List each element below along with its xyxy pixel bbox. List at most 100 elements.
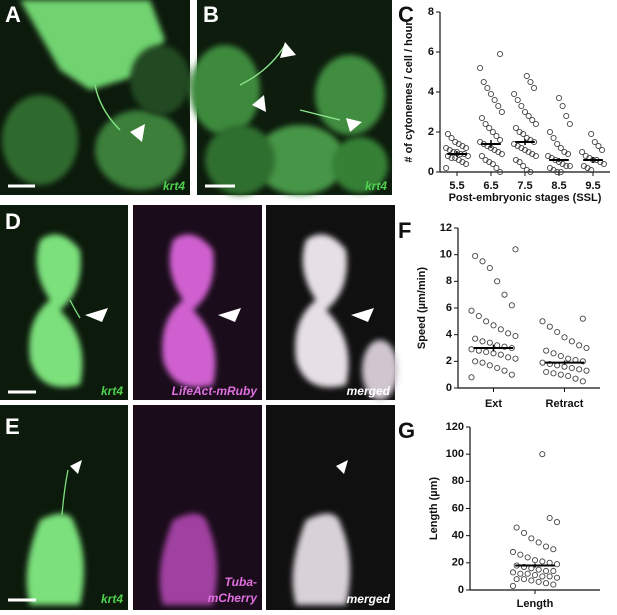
- data-point: [523, 134, 530, 142]
- data-point: [535, 539, 542, 546]
- caption: merged: [347, 592, 391, 606]
- y-axis-label: Speed (µm/min): [416, 267, 428, 349]
- y-tick-label: 4: [446, 329, 453, 341]
- caption: krt4: [101, 592, 123, 606]
- data-point: [539, 359, 546, 366]
- data-point: [443, 144, 450, 152]
- data-point: [495, 102, 502, 110]
- data-point: [512, 355, 519, 362]
- data-point: [565, 355, 572, 362]
- data-point: [472, 335, 479, 342]
- data-point: [550, 370, 557, 377]
- data-point: [483, 348, 490, 356]
- y-tick-label: 0: [428, 166, 434, 178]
- data-point: [480, 78, 487, 86]
- data-point: [489, 128, 496, 136]
- x-tick-label: 5.5: [449, 180, 464, 192]
- x-tick-label: Ext: [485, 398, 502, 410]
- data-point: [588, 130, 595, 138]
- data-point: [550, 546, 557, 553]
- panel-label: E: [5, 414, 20, 439]
- data-point: [520, 576, 528, 583]
- data-point: [511, 90, 518, 98]
- data-point: [501, 343, 508, 350]
- data-point: [486, 339, 493, 346]
- data-point: [483, 318, 490, 325]
- data-point: [443, 164, 450, 172]
- micrograph-e: [0, 405, 395, 610]
- data-point: [513, 524, 520, 531]
- y-tick-label: 2: [428, 126, 434, 138]
- data-point: [520, 529, 528, 537]
- data-point: [516, 128, 523, 136]
- data-point: [557, 144, 564, 152]
- data-point: [501, 367, 508, 374]
- data-point: [563, 112, 570, 120]
- data-point: [493, 132, 500, 140]
- y-tick-label: 0: [458, 584, 464, 596]
- data-point: [477, 138, 484, 146]
- data-point: [517, 570, 524, 577]
- data-point: [561, 334, 568, 341]
- data-point: [572, 375, 579, 382]
- data-point: [546, 573, 553, 580]
- data-point: [487, 90, 495, 98]
- y-tick-label: 4: [428, 86, 435, 98]
- data-point: [452, 138, 459, 146]
- y-axis-label: # of cytonemes / cell / hour: [403, 21, 415, 163]
- data-point: [539, 573, 546, 580]
- data-point: [494, 364, 501, 372]
- data-point: [583, 367, 590, 374]
- data-point: [582, 152, 589, 160]
- data-point: [542, 567, 550, 575]
- data-point: [542, 543, 550, 550]
- data-point: [557, 168, 564, 176]
- micrograph-d: [0, 205, 398, 400]
- data-point: [554, 140, 561, 148]
- data-point: [521, 108, 529, 116]
- y-tick-label: 12: [440, 222, 452, 234]
- data-point: [512, 246, 519, 253]
- data-point: [565, 372, 572, 380]
- data-point: [579, 315, 586, 322]
- data-point: [591, 138, 598, 146]
- micrograph-b: [190, 0, 392, 195]
- data-point: [509, 569, 517, 576]
- y-tick-label: 80: [452, 475, 464, 487]
- data-point: [478, 152, 485, 160]
- data-point: [566, 162, 573, 170]
- data-point: [486, 264, 493, 272]
- data-point: [546, 360, 553, 368]
- data-point: [559, 102, 566, 110]
- data-point: [539, 451, 546, 458]
- caption: krt4: [163, 179, 185, 193]
- data-point: [525, 112, 532, 120]
- data-point: [535, 578, 542, 585]
- data-point: [497, 351, 504, 358]
- data-point: [553, 574, 561, 581]
- x-axis-label: Post-embryonic stages (SSL): [449, 192, 602, 204]
- data-point: [468, 346, 475, 353]
- y-tick-label: 40: [452, 530, 464, 542]
- data-point: [528, 577, 535, 584]
- data-point: [546, 164, 553, 172]
- data-point: [579, 358, 586, 365]
- data-point: [479, 359, 486, 366]
- data-point: [497, 326, 504, 333]
- panel-label: G: [398, 418, 415, 443]
- data-point: [497, 136, 504, 144]
- data-point: [452, 154, 459, 162]
- data-point: [497, 50, 504, 58]
- data-point: [509, 582, 517, 589]
- data-point: [518, 102, 525, 110]
- data-point: [512, 124, 519, 132]
- data-point: [523, 166, 530, 174]
- data-point: [493, 164, 500, 172]
- data-point: [472, 358, 479, 365]
- y-tick-label: 6: [428, 46, 434, 58]
- panel-label: A: [5, 2, 21, 27]
- data-point: [542, 580, 550, 587]
- data-point: [539, 318, 546, 325]
- data-point: [514, 96, 521, 104]
- data-point: [546, 323, 553, 330]
